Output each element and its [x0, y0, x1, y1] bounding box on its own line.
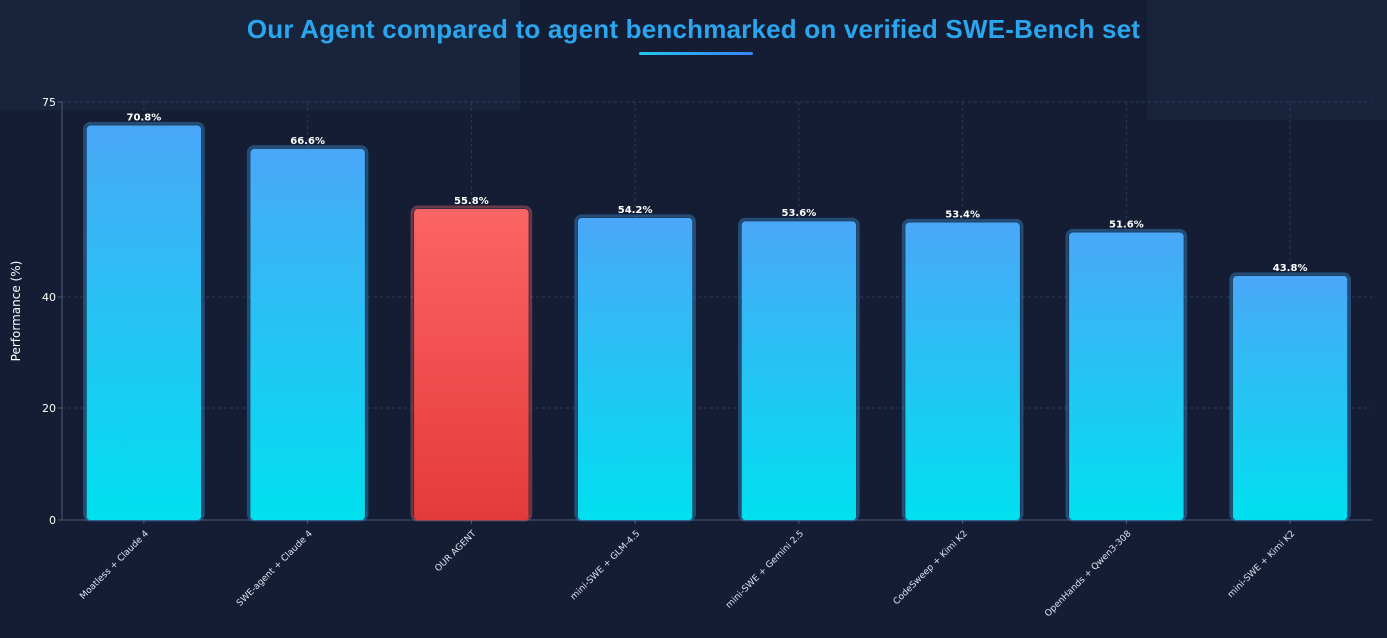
- x-tick-label: SWE-agent + Claude 4: [235, 529, 315, 609]
- bar: [905, 222, 1020, 521]
- bar-value-label: 53.4%: [945, 209, 980, 220]
- x-tick-label: mini-SWE + Kimi K2: [1226, 529, 1297, 600]
- bar: [1069, 232, 1184, 520]
- x-tick-label: OUR AGENT: [433, 529, 478, 574]
- y-tick-label: 20: [42, 402, 56, 415]
- bar: [86, 125, 202, 521]
- bar-value-label: 54.2%: [618, 205, 653, 216]
- title-underline: [639, 52, 753, 55]
- x-tick-label: OpenHands + Qwen3-308: [1043, 529, 1133, 619]
- bar-value-label: 53.6%: [782, 208, 817, 219]
- bar-value-label: 51.6%: [1109, 219, 1144, 230]
- y-tick-label: 0: [49, 514, 56, 527]
- bar: [250, 148, 365, 521]
- bar-value-label: 66.6%: [290, 136, 325, 147]
- bar-value-label: 70.8%: [127, 112, 162, 123]
- background-panel-left: [0, 0, 520, 110]
- bar: [741, 221, 857, 520]
- x-tick-label: Moatless + Claude 4: [78, 529, 151, 602]
- x-tick-label: CodeSweep + Kimi K2: [892, 529, 970, 607]
- bar-value-label: 43.8%: [1273, 263, 1308, 274]
- y-axis-label: Performance (%): [9, 261, 23, 362]
- y-tick-label: 75: [42, 96, 56, 109]
- y-tick-label: 40: [42, 291, 56, 304]
- bar-value-label: 55.8%: [454, 196, 489, 207]
- bar-highlight: [414, 208, 529, 520]
- bar: [577, 217, 693, 520]
- x-tick-label: mini-SWE + GLM-4.5: [569, 529, 642, 602]
- background-panel-right: [1147, 0, 1387, 120]
- bar: [1232, 275, 1348, 520]
- bars: [83, 121, 1351, 522]
- x-tick-label: mini-SWE + Gemini 2.5: [724, 529, 806, 611]
- chart-title: Our Agent compared to agent benchmarked …: [246, 14, 1141, 44]
